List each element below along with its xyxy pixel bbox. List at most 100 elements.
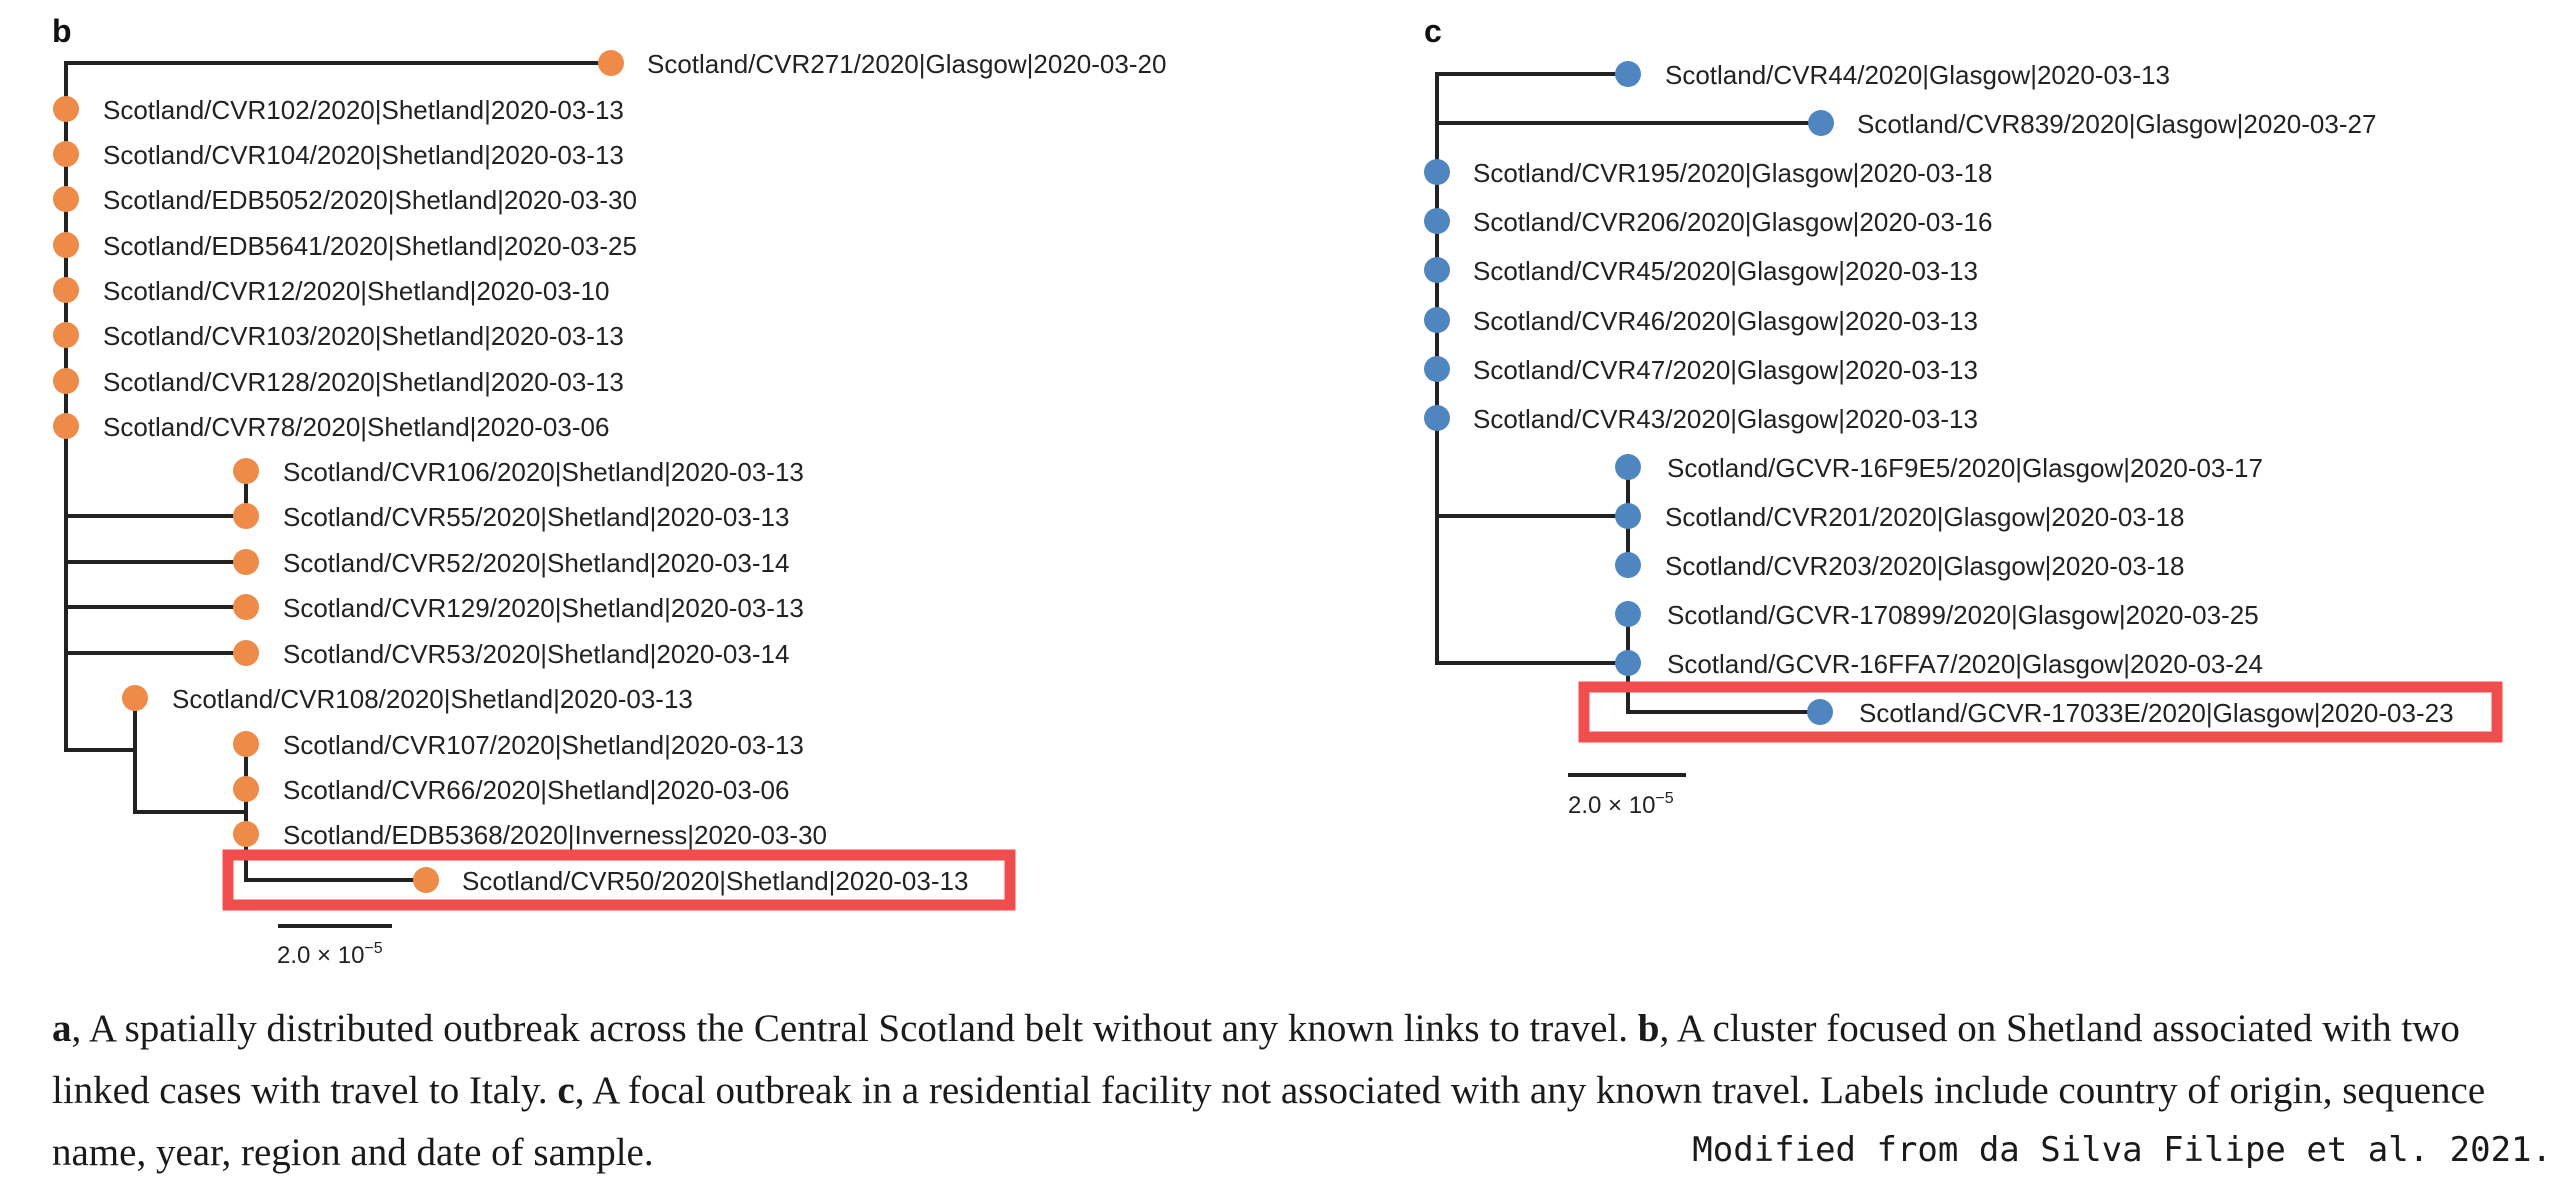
tip-label: Scotland/CVR43/2020|Glasgow|2020-03-13 [1473, 404, 1978, 434]
tip-marker [233, 503, 259, 529]
panel-c-tips: Scotland/CVR44/2020|Glasgow|2020-03-13 S… [1424, 60, 2454, 728]
tip-edb5641: Scotland/EDB5641/2020|Shetland|2020-03-2… [53, 231, 637, 261]
tip-cvr52: Scotland/CVR52/2020|Shetland|2020-03-14 [233, 548, 789, 578]
tip-gcvr-17033e-highlighted: Scotland/GCVR-17033E/2020|Glasgow|2020-0… [1807, 698, 2454, 728]
tip-cvr129: Scotland/CVR129/2020|Shetland|2020-03-13 [233, 593, 804, 623]
caption-c-text: , A focal outbreak in a residential faci… [52, 1069, 2486, 1174]
tip-gcvr-16ffa7: Scotland/GCVR-16FFA7/2020|Glasgow|2020-0… [1615, 649, 2263, 679]
tip-marker [53, 96, 79, 122]
tip-edb5368: Scotland/EDB5368/2020|Inverness|2020-03-… [233, 820, 827, 850]
tip-label: Scotland/EDB5368/2020|Inverness|2020-03-… [283, 820, 827, 850]
tip-label: Scotland/EDB5052/2020|Shetland|2020-03-3… [103, 185, 637, 215]
tip-marker [1424, 307, 1450, 333]
tip-label: Scotland/CVR55/2020|Shetland|2020-03-13 [283, 502, 789, 532]
tip-marker [1615, 601, 1641, 627]
panel-c-letter: c [1424, 13, 1442, 49]
phylogeny-figure: b Scotland/CVR271/2020|Glasgow|2020-03-2… [52, 13, 2503, 969]
tip-label: Scotland/CVR52/2020|Shetland|2020-03-14 [283, 548, 789, 578]
tip-label: Scotland/GCVR-16F9E5/2020|Glasgow|2020-0… [1667, 453, 2263, 483]
tip-label: Scotland/GCVR-16FFA7/2020|Glasgow|2020-0… [1667, 649, 2263, 679]
tip-label: Scotland/CVR128/2020|Shetland|2020-03-13 [103, 367, 624, 397]
tip-label: Scotland/CVR107/2020|Shetland|2020-03-13 [283, 730, 804, 760]
panel-b-tree: b Scotland/CVR271/2020|Glasgow|2020-03-2… [52, 13, 1166, 969]
caption-c-letter: c [557, 1069, 575, 1112]
tip-label: Scotland/CVR50/2020|Shetland|2020-03-13 [462, 866, 968, 896]
tip-cvr839: Scotland/CVR839/2020|Glasgow|2020-03-27 [1808, 109, 2376, 139]
tip-cvr47: Scotland/CVR47/2020|Glasgow|2020-03-13 [1424, 355, 1978, 385]
tip-label: Scotland/CVR45/2020|Glasgow|2020-03-13 [1473, 256, 1978, 286]
tip-marker [233, 640, 259, 666]
tip-label: Scotland/GCVR-170899/2020|Glasgow|2020-0… [1667, 600, 2259, 630]
tip-marker [233, 821, 259, 847]
tip-marker [233, 776, 259, 802]
caption-b-text: , A cluster focused on Shetland associat… [52, 1007, 2460, 1112]
caption-b-letter: b [1637, 1007, 1660, 1050]
caption-a-letter: a [52, 1007, 72, 1050]
panel-c-scale-bar: 2.0 × 10−5 [1568, 773, 1686, 819]
caption-a-text: , A spatially distributed outbreak acros… [71, 1007, 1638, 1050]
tip-cvr53: Scotland/CVR53/2020|Shetland|2020-03-14 [233, 639, 789, 669]
tip-marker [1424, 159, 1450, 185]
tip-cvr12: Scotland/CVR12/2020|Shetland|2020-03-10 [53, 276, 609, 306]
tip-label: Scotland/CVR104/2020|Shetland|2020-03-13 [103, 140, 624, 170]
tip-cvr195: Scotland/CVR195/2020|Glasgow|2020-03-18 [1424, 158, 1992, 188]
scale-bar-label: 2.0 × 10−5 [277, 940, 383, 969]
tip-label: Scotland/CVR108/2020|Shetland|2020-03-13 [172, 684, 693, 714]
tip-marker [1424, 208, 1450, 234]
tip-cvr201: Scotland/CVR201/2020|Glasgow|2020-03-18 [1615, 502, 2184, 532]
tip-label: Scotland/CVR46/2020|Glasgow|2020-03-13 [1473, 306, 1978, 336]
figure-caption: a, A spatially distributed outbreak acro… [52, 998, 2552, 1184]
tip-marker [233, 594, 259, 620]
tip-label: Scotland/CVR195/2020|Glasgow|2020-03-18 [1473, 158, 1992, 188]
panel-b-letter: b [52, 13, 72, 49]
panel-b-branches [64, 61, 612, 882]
tip-gcvr-170899: Scotland/GCVR-170899/2020|Glasgow|2020-0… [1615, 600, 2259, 630]
tip-marker [1615, 650, 1641, 676]
source-credit: Modified from da Silva Filipe et al. 202… [1692, 1130, 2552, 1170]
tip-cvr43: Scotland/CVR43/2020|Glasgow|2020-03-13 [1424, 404, 1978, 434]
tip-marker [233, 731, 259, 757]
tip-marker [1615, 454, 1641, 480]
tip-cvr66: Scotland/CVR66/2020|Shetland|2020-03-06 [233, 775, 789, 805]
tip-label: Scotland/CVR103/2020|Shetland|2020-03-13 [103, 321, 624, 351]
tip-label: Scotland/CVR201/2020|Glasgow|2020-03-18 [1665, 502, 2184, 532]
tip-label: Scotland/CVR129/2020|Shetland|2020-03-13 [283, 593, 804, 623]
tip-label: Scotland/CVR839/2020|Glasgow|2020-03-27 [1857, 109, 2376, 139]
tip-cvr107: Scotland/CVR107/2020|Shetland|2020-03-13 [233, 730, 804, 760]
tip-label: Scotland/CVR47/2020|Glasgow|2020-03-13 [1473, 355, 1978, 385]
tip-cvr44: Scotland/CVR44/2020|Glasgow|2020-03-13 [1615, 60, 2170, 90]
tip-marker [53, 232, 79, 258]
tip-label: Scotland/CVR53/2020|Shetland|2020-03-14 [283, 639, 789, 669]
tip-label: Scotland/GCVR-17033E/2020|Glasgow|2020-0… [1859, 698, 2454, 728]
tip-marker [1424, 405, 1450, 431]
tip-marker [53, 186, 79, 212]
tip-cvr206: Scotland/CVR206/2020|Glasgow|2020-03-16 [1424, 207, 1992, 237]
panel-c-highlight-box [1578, 681, 2503, 743]
scale-bar-label: 2.0 × 10−5 [1568, 790, 1674, 819]
tip-edb5052: Scotland/EDB5052/2020|Shetland|2020-03-3… [53, 185, 637, 215]
tip-marker [598, 50, 624, 76]
tip-cvr104: Scotland/CVR104/2020|Shetland|2020-03-13 [53, 140, 624, 170]
tip-cvr46: Scotland/CVR46/2020|Glasgow|2020-03-13 [1424, 306, 1978, 336]
tip-cvr108: Scotland/CVR108/2020|Shetland|2020-03-13 [122, 684, 693, 714]
tip-marker [233, 549, 259, 575]
tip-marker [233, 458, 259, 484]
tip-cvr50-highlighted: Scotland/CVR50/2020|Shetland|2020-03-13 [413, 866, 968, 896]
tip-cvr271: Scotland/CVR271/2020|Glasgow|2020-03-20 [598, 49, 1166, 79]
tip-label: Scotland/CVR106/2020|Shetland|2020-03-13 [283, 457, 804, 487]
tip-marker [53, 368, 79, 394]
tip-label: Scotland/EDB5641/2020|Shetland|2020-03-2… [103, 231, 637, 261]
tip-cvr128: Scotland/CVR128/2020|Shetland|2020-03-13 [53, 367, 624, 397]
tip-gcvr-16f9e5: Scotland/GCVR-16F9E5/2020|Glasgow|2020-0… [1615, 453, 2263, 483]
tip-cvr103: Scotland/CVR103/2020|Shetland|2020-03-13 [53, 321, 624, 351]
panel-b-tips: Scotland/CVR271/2020|Glasgow|2020-03-20 … [53, 49, 1166, 896]
tip-marker [53, 322, 79, 348]
tip-marker [1615, 552, 1641, 578]
tip-marker [1615, 61, 1641, 87]
tip-cvr78: Scotland/CVR78/2020|Shetland|2020-03-06 [53, 412, 609, 442]
panel-c-tree: c Scotland/CVR44/2020|Glasgow|2020-03-13… [1424, 13, 2503, 819]
tip-cvr106: Scotland/CVR106/2020|Shetland|2020-03-13 [233, 457, 804, 487]
tip-label: Scotland/CVR206/2020|Glasgow|2020-03-16 [1473, 207, 1992, 237]
tip-marker [122, 685, 148, 711]
panel-b-scale-bar: 2.0 × 10−5 [277, 924, 392, 969]
